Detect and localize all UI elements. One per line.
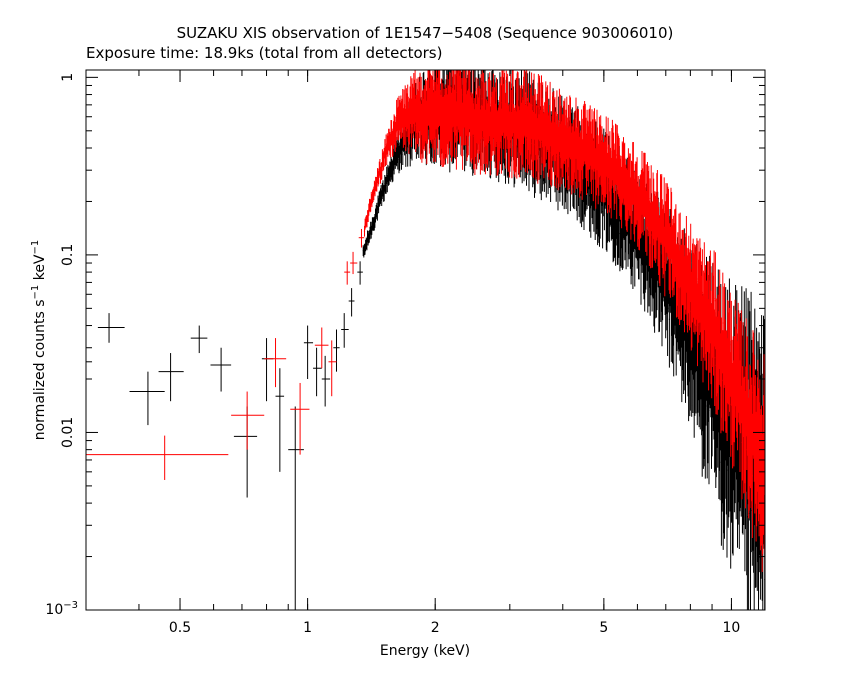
data-point bbox=[333, 329, 340, 372]
data-point bbox=[290, 382, 310, 455]
data-point bbox=[344, 261, 351, 285]
y-tick-label: 1 bbox=[60, 73, 76, 82]
series-layer bbox=[85, 70, 766, 610]
spectrum-bins bbox=[363, 70, 766, 572]
data-point bbox=[303, 325, 314, 380]
data-point bbox=[233, 406, 258, 498]
data-point bbox=[357, 261, 363, 285]
chart-subtitle: Exposure time: 18.9ks (total from all de… bbox=[86, 44, 442, 62]
series-1 bbox=[86, 70, 766, 572]
data-point bbox=[348, 288, 355, 317]
chart-title: SUZAKU XIS observation of 1E1547−5408 (S… bbox=[177, 24, 674, 42]
data-point bbox=[231, 391, 265, 450]
data-point bbox=[313, 347, 322, 397]
x-tick-label: 5 bbox=[599, 620, 608, 636]
data-point bbox=[350, 251, 358, 275]
x-tick-label: 2 bbox=[431, 620, 440, 636]
data-point bbox=[86, 435, 229, 480]
x-tick-label: 1 bbox=[303, 620, 312, 636]
x-axis-label: Energy (keV) bbox=[380, 643, 470, 659]
data-point bbox=[314, 327, 329, 369]
y-tick-label: 0.01 bbox=[60, 417, 76, 448]
data-point bbox=[328, 340, 337, 397]
y-axis-label: normalized counts s−1 keV−1 bbox=[30, 240, 48, 441]
data-point bbox=[190, 325, 208, 354]
data-point bbox=[97, 313, 125, 343]
x-tick-label: 10 bbox=[723, 620, 741, 636]
data-point bbox=[321, 355, 331, 407]
data-point bbox=[129, 371, 165, 426]
y-tick-label: 0.1 bbox=[60, 244, 76, 266]
data-point bbox=[158, 353, 184, 402]
data-point bbox=[275, 368, 285, 472]
plot-frame bbox=[85, 69, 766, 611]
data-point bbox=[210, 347, 232, 392]
tick-layer: 0.5 1 2 5 10 0.01 0.1 1 bbox=[60, 70, 765, 636]
data-point bbox=[264, 338, 287, 388]
data-point bbox=[358, 228, 365, 248]
data-point bbox=[288, 406, 304, 610]
data-point bbox=[261, 338, 274, 402]
data-point bbox=[341, 313, 349, 348]
series-0 bbox=[85, 70, 766, 610]
x-tick-label: 0.5 bbox=[169, 620, 191, 636]
y-tick-label-bottom: 10−3 bbox=[45, 600, 78, 618]
